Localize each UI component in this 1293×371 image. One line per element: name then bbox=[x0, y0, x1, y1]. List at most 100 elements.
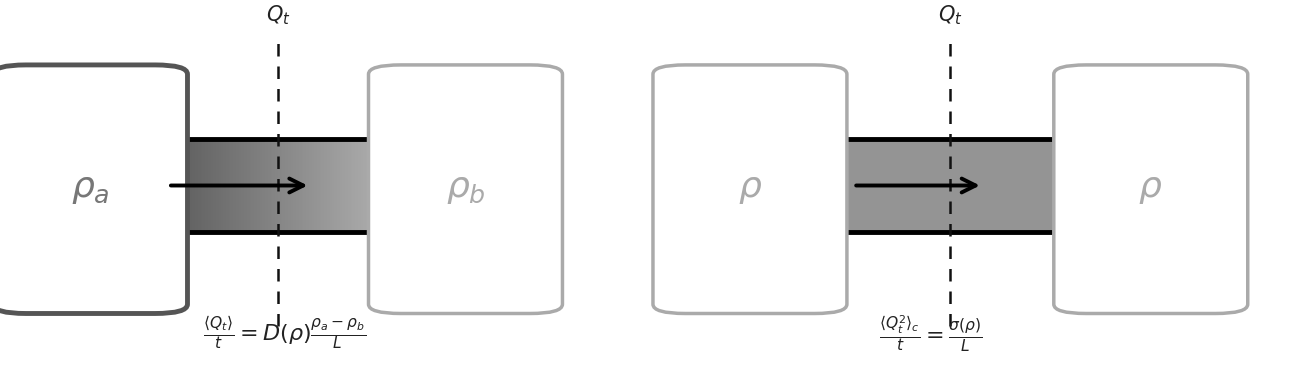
Bar bbox=[290, 139, 292, 232]
Bar bbox=[150, 139, 153, 232]
Text: $\frac{\langle Q_t^2 \rangle_c}{t} = \frac{\sigma(\rho)}{L}$: $\frac{\langle Q_t^2 \rangle_c}{t} = \fr… bbox=[879, 314, 983, 354]
FancyBboxPatch shape bbox=[0, 65, 187, 313]
Bar bbox=[272, 139, 275, 232]
Bar bbox=[233, 139, 237, 232]
FancyBboxPatch shape bbox=[369, 65, 562, 313]
Text: $\rho_a$: $\rho_a$ bbox=[71, 172, 110, 206]
Bar bbox=[198, 139, 200, 232]
Bar bbox=[383, 139, 385, 232]
Bar bbox=[255, 139, 257, 232]
Bar bbox=[423, 139, 425, 232]
Bar bbox=[211, 139, 213, 232]
Bar bbox=[265, 139, 268, 232]
Bar bbox=[186, 139, 189, 232]
FancyBboxPatch shape bbox=[653, 65, 847, 313]
Bar bbox=[407, 139, 410, 232]
Bar bbox=[325, 139, 327, 232]
Bar bbox=[270, 139, 273, 232]
Bar bbox=[375, 139, 378, 232]
Bar bbox=[374, 139, 376, 232]
Bar bbox=[133, 139, 137, 232]
Bar bbox=[220, 139, 222, 232]
Bar bbox=[300, 139, 303, 232]
Bar bbox=[208, 139, 211, 232]
Bar bbox=[294, 139, 296, 232]
Bar bbox=[328, 139, 331, 232]
Bar bbox=[335, 139, 337, 232]
Bar bbox=[358, 139, 361, 232]
Bar bbox=[202, 139, 206, 232]
Bar bbox=[200, 139, 203, 232]
Bar bbox=[299, 139, 301, 232]
Bar bbox=[405, 139, 407, 232]
Bar bbox=[195, 139, 198, 232]
Bar bbox=[301, 139, 305, 232]
Bar bbox=[252, 139, 256, 232]
Bar bbox=[231, 139, 235, 232]
Bar bbox=[199, 139, 202, 232]
Bar bbox=[278, 139, 281, 232]
Bar bbox=[142, 139, 145, 232]
Bar bbox=[151, 139, 154, 232]
Bar bbox=[261, 139, 265, 232]
Bar bbox=[331, 139, 335, 232]
Bar bbox=[173, 139, 177, 232]
Bar bbox=[287, 139, 290, 232]
Bar bbox=[347, 139, 349, 232]
Bar bbox=[178, 139, 181, 232]
Bar bbox=[376, 139, 379, 232]
Bar bbox=[277, 139, 279, 232]
Bar bbox=[350, 139, 354, 232]
Bar bbox=[380, 139, 384, 232]
Bar bbox=[167, 139, 169, 232]
Bar bbox=[288, 139, 291, 232]
Bar bbox=[163, 139, 167, 232]
Bar bbox=[389, 139, 392, 232]
Bar bbox=[185, 139, 187, 232]
Bar bbox=[225, 139, 228, 232]
Bar bbox=[180, 139, 182, 232]
Bar bbox=[321, 139, 323, 232]
Bar bbox=[193, 139, 197, 232]
Bar bbox=[356, 139, 358, 232]
Bar bbox=[132, 139, 134, 232]
Bar bbox=[419, 139, 422, 232]
Bar bbox=[396, 139, 398, 232]
Bar bbox=[140, 139, 142, 232]
Text: $\rho_b$: $\rho_b$ bbox=[446, 172, 485, 206]
Bar bbox=[215, 139, 217, 232]
Bar bbox=[136, 139, 138, 232]
Bar bbox=[334, 139, 336, 232]
Bar bbox=[274, 139, 277, 232]
Bar bbox=[411, 139, 415, 232]
Bar bbox=[323, 139, 326, 232]
Bar bbox=[394, 139, 397, 232]
Bar bbox=[305, 139, 308, 232]
Bar bbox=[247, 139, 250, 232]
Bar bbox=[418, 139, 420, 232]
Bar bbox=[312, 139, 315, 232]
Bar bbox=[397, 139, 400, 232]
Bar bbox=[138, 139, 141, 232]
Bar bbox=[284, 139, 287, 232]
Bar bbox=[217, 139, 220, 232]
Bar bbox=[409, 139, 411, 232]
Text: $Q_t$: $Q_t$ bbox=[937, 3, 963, 27]
Bar bbox=[156, 139, 159, 232]
Bar bbox=[815, 139, 1086, 232]
Bar bbox=[369, 139, 371, 232]
Bar bbox=[340, 139, 343, 232]
Bar bbox=[387, 139, 389, 232]
Bar bbox=[424, 139, 427, 232]
Bar bbox=[366, 139, 369, 232]
Bar bbox=[309, 139, 312, 232]
Bar bbox=[317, 139, 319, 232]
Bar bbox=[187, 139, 190, 232]
Bar bbox=[237, 139, 239, 232]
Text: $\rho$: $\rho$ bbox=[738, 172, 762, 206]
Bar bbox=[393, 139, 396, 232]
Bar bbox=[341, 139, 345, 232]
Bar bbox=[406, 139, 409, 232]
Bar bbox=[269, 139, 272, 232]
Bar bbox=[204, 139, 207, 232]
